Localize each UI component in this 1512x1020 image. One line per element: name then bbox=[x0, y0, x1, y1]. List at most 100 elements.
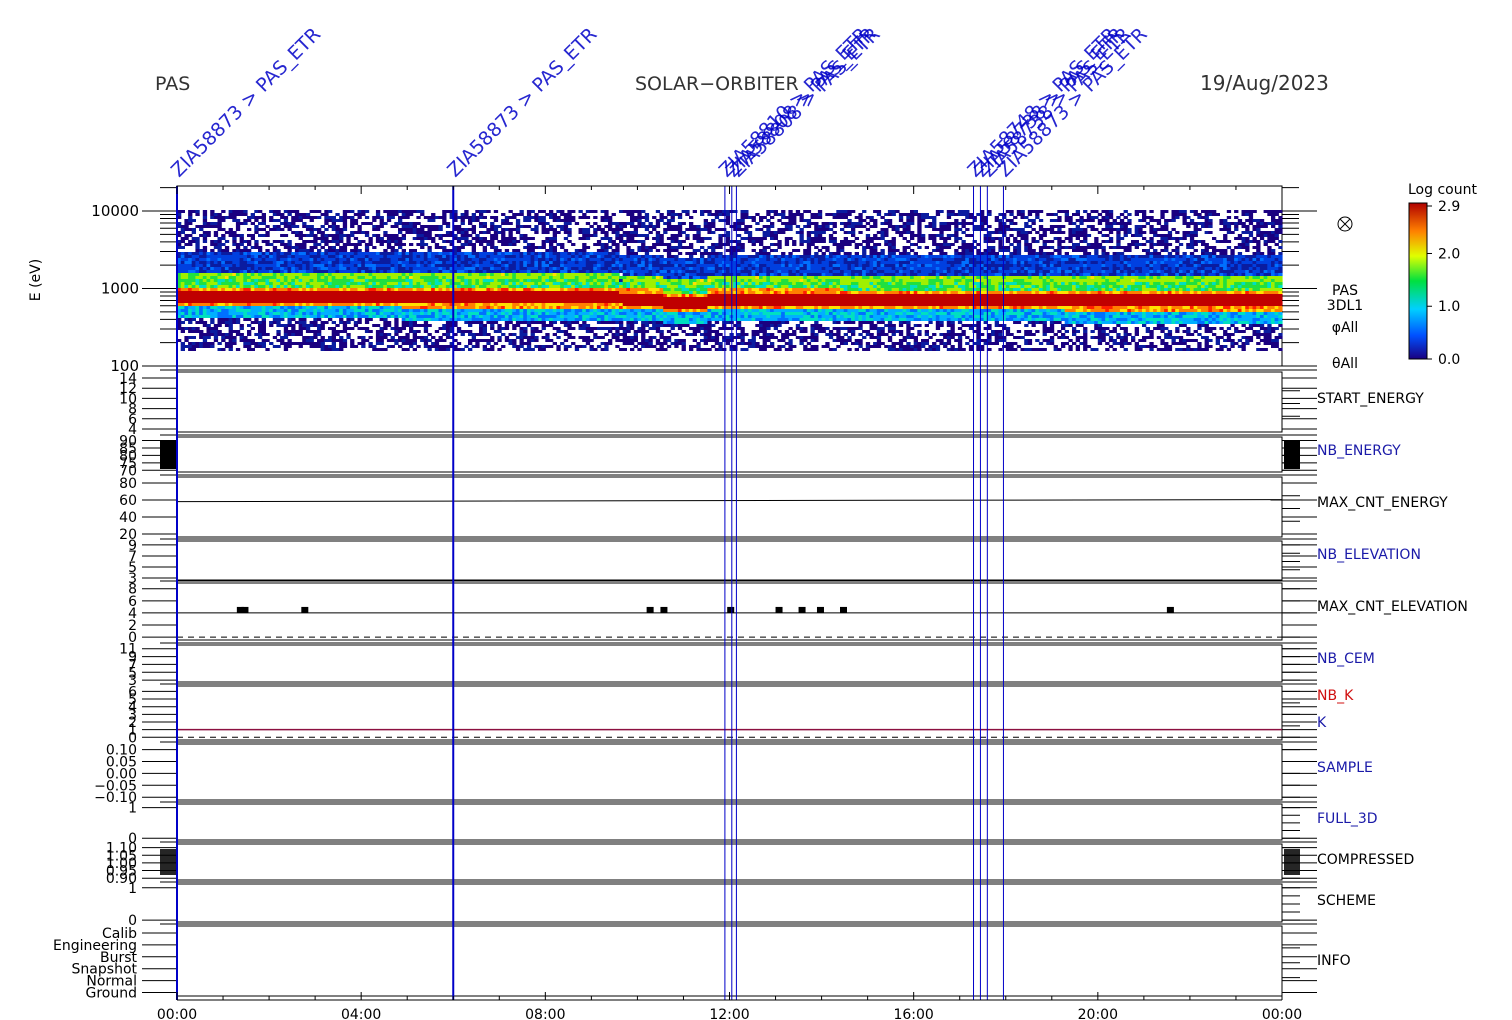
spectrogram-cell bbox=[501, 213, 506, 216]
spectrogram-cell bbox=[276, 252, 281, 255]
spectrogram-cell bbox=[479, 339, 484, 342]
spectrogram-cell bbox=[350, 297, 355, 300]
spectrogram-cell bbox=[232, 342, 237, 345]
spectrogram-cell bbox=[449, 312, 454, 315]
spectrogram-cell bbox=[350, 261, 355, 264]
spectrogram-cell bbox=[681, 318, 686, 321]
spectrogram-cell bbox=[221, 255, 226, 258]
spectrogram-cell bbox=[412, 273, 417, 276]
spectrogram-cell bbox=[666, 339, 672, 342]
spectrogram-cell bbox=[567, 345, 572, 348]
spectrogram-cell bbox=[456, 225, 462, 228]
spectrogram-cell bbox=[202, 321, 208, 324]
spectrogram-cell bbox=[604, 231, 609, 234]
spectrogram-cell bbox=[600, 264, 605, 267]
spectrogram-cell bbox=[641, 210, 646, 213]
spectrogram-cell bbox=[475, 321, 480, 324]
spectrogram-cell bbox=[320, 267, 325, 270]
spectrogram-cell bbox=[460, 288, 465, 291]
spectrogram-cell bbox=[633, 312, 638, 315]
spectrogram-cell bbox=[479, 225, 484, 228]
spectrogram-cell bbox=[324, 255, 329, 258]
spectrogram-cell bbox=[442, 240, 447, 243]
spectrogram-cell bbox=[294, 306, 300, 309]
spectrogram-cell bbox=[552, 231, 557, 234]
spectrogram-cell bbox=[659, 282, 664, 285]
spectrogram-cell bbox=[188, 255, 193, 258]
spectrogram-cell bbox=[648, 309, 653, 312]
spectrogram-cell bbox=[585, 267, 591, 270]
spectrogram-cell bbox=[221, 228, 226, 231]
spectrogram-cell bbox=[501, 318, 506, 321]
spectrogram-cell bbox=[552, 279, 557, 282]
spectrogram-cell bbox=[431, 258, 436, 261]
spectrogram-cell bbox=[453, 267, 458, 270]
spectrogram-cell bbox=[243, 249, 248, 252]
spectrogram-cell bbox=[409, 273, 414, 276]
spectrogram-cell bbox=[530, 348, 535, 351]
spectrogram-cell bbox=[265, 267, 270, 270]
spectrogram-cell bbox=[677, 267, 683, 270]
spectrogram-cell bbox=[294, 264, 300, 267]
spectrogram-cell bbox=[431, 237, 436, 240]
spectrogram-cell bbox=[320, 261, 325, 264]
spectrogram-cell bbox=[475, 267, 480, 270]
spectrogram-cell bbox=[681, 312, 686, 315]
spectrogram-cell bbox=[582, 288, 587, 291]
spectrogram-cell bbox=[191, 330, 196, 333]
spectrogram-cell bbox=[269, 306, 274, 309]
spectrogram-cell bbox=[526, 342, 532, 345]
spectrogram-cell bbox=[556, 225, 561, 228]
spectrogram-cell bbox=[434, 303, 440, 306]
spectrogram-cell bbox=[364, 273, 370, 276]
spectrogram-cell bbox=[593, 285, 598, 288]
spectrogram-cell bbox=[298, 273, 303, 276]
spectrogram-cell bbox=[611, 240, 616, 243]
spectrogram-cell bbox=[232, 243, 237, 246]
spectrogram-cell bbox=[504, 282, 510, 285]
spectrogram-cell bbox=[180, 231, 185, 234]
spectrogram-cell bbox=[453, 297, 458, 300]
spectrogram-cell bbox=[320, 246, 325, 249]
spectrogram-cell bbox=[468, 339, 473, 342]
spectrogram-cell bbox=[475, 318, 480, 321]
spectrogram-cell bbox=[545, 273, 550, 276]
spectrogram-cell bbox=[596, 279, 602, 282]
spectrogram-cell bbox=[398, 252, 403, 255]
spectrogram-cell bbox=[302, 288, 307, 291]
spectrogram-cell bbox=[681, 288, 686, 291]
spectrogram-cell bbox=[364, 306, 370, 309]
spectrogram-cell bbox=[578, 282, 583, 285]
spectrogram-cell bbox=[666, 279, 672, 282]
spectrogram-cell bbox=[401, 216, 406, 219]
spectrogram-cell bbox=[202, 303, 208, 306]
spectrogram-cell bbox=[582, 339, 587, 342]
spectrogram-cell bbox=[401, 252, 406, 255]
spectrogram-cell bbox=[353, 258, 359, 261]
spectrogram-cell bbox=[596, 294, 602, 297]
spectrogram-cell bbox=[563, 264, 569, 267]
spectrogram-cell bbox=[644, 249, 650, 252]
spectrogram-cell bbox=[247, 252, 252, 255]
spectrogram-cell bbox=[434, 243, 440, 246]
spectrogram-cell bbox=[582, 231, 587, 234]
spectrogram-cell bbox=[177, 225, 182, 228]
spectrogram-cell bbox=[567, 273, 572, 276]
spectrogram-cell bbox=[431, 240, 436, 243]
spectrogram-cell bbox=[206, 231, 211, 234]
spectrogram-cell bbox=[247, 324, 252, 327]
spectrogram-cell bbox=[272, 285, 278, 288]
spectrogram-cell bbox=[571, 303, 576, 306]
spectrogram-cell bbox=[180, 288, 185, 291]
spectrogram-cell bbox=[383, 324, 388, 327]
spectrogram-cell bbox=[269, 273, 274, 276]
spectrogram-cell bbox=[280, 216, 285, 219]
spectrogram-cell bbox=[670, 309, 675, 312]
spectrogram-cell bbox=[534, 213, 539, 216]
spectrogram-cell bbox=[501, 222, 506, 225]
spectrogram-cell bbox=[582, 249, 587, 252]
spectrogram-cell bbox=[302, 270, 307, 273]
spectrogram-cell bbox=[350, 303, 355, 306]
spectrogram-cell bbox=[184, 228, 189, 231]
spectrogram-cell bbox=[508, 300, 513, 303]
